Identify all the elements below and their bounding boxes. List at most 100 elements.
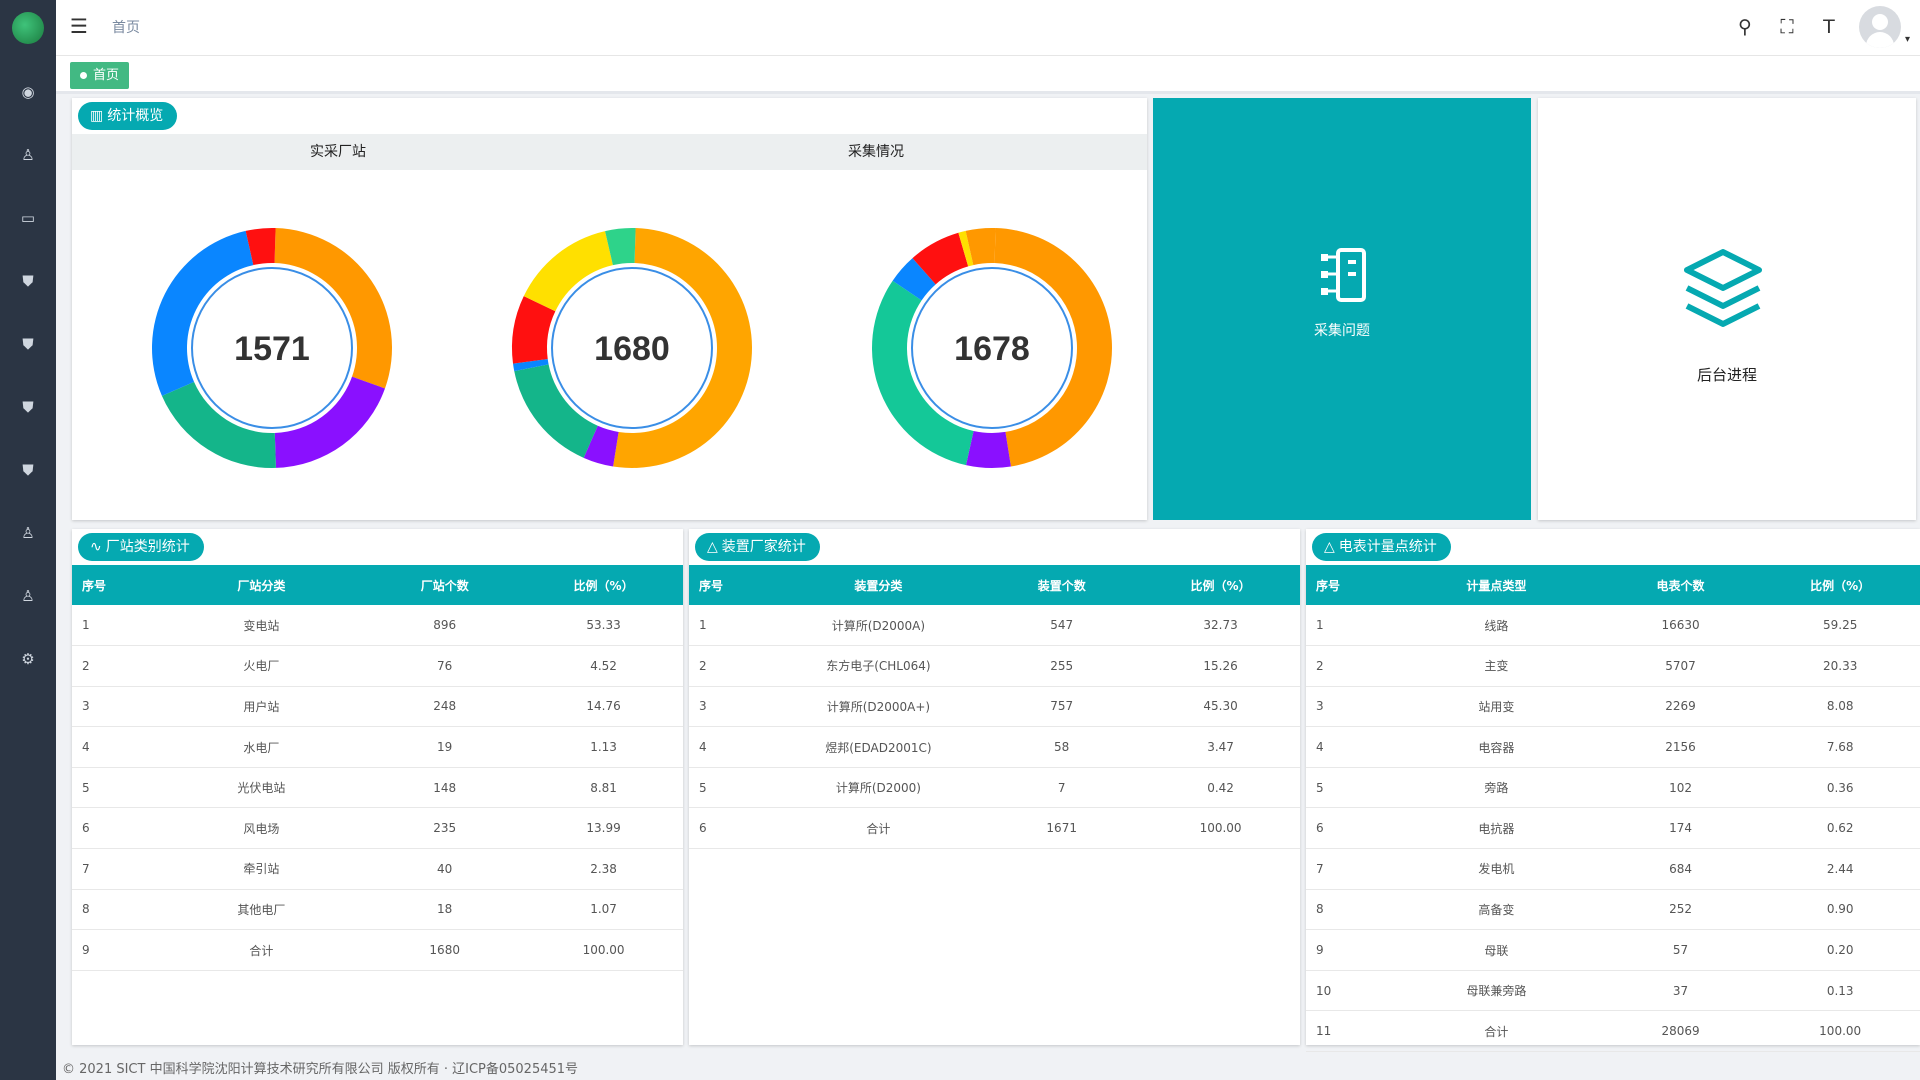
user-icon[interactable]: ♙ xyxy=(21,145,35,164)
table-cell: 8.81 xyxy=(590,780,617,795)
column-header: 厂站分类 xyxy=(237,578,286,593)
shield-icon[interactable]: ⛊ xyxy=(22,271,34,290)
table-row: 3 用户站 248 14.76 xyxy=(72,686,683,727)
table-cell: 16630 xyxy=(1661,618,1700,633)
donut-chart-meters: 1678 xyxy=(872,228,1113,469)
table-cell: 电容器 xyxy=(1478,740,1515,755)
table-cell: 2269 xyxy=(1665,699,1696,714)
table-row: 4 水电厂 19 1.13 xyxy=(72,727,683,768)
table-cell: 102 xyxy=(1669,780,1692,795)
table-cell: 3 xyxy=(82,699,90,714)
station-table-wrap: 序号 厂站分类 厂站个数 比例（%） 1 变电站 896 53.33 2 火电厂 76 4.52 3 用户… xyxy=(72,565,683,971)
table-cell: 东方电子(CHL064) xyxy=(826,659,931,674)
overview-title-label: 统计概览 xyxy=(107,108,164,124)
donut-segment xyxy=(152,230,254,396)
vendor-table-title: △ 装置厂家统计 xyxy=(695,533,820,561)
table-cell: 站用变 xyxy=(1478,699,1515,714)
table-cell: 547 xyxy=(1050,618,1074,633)
meter-table: 序号 计量点类型 电表个数 比例（%） 1 线路 16630 59.25 2 主变 5707 20.3… xyxy=(1306,565,1920,1052)
gear-icon[interactable]: ⚙ xyxy=(21,649,35,668)
dashboard-icon[interactable]: ◉ xyxy=(21,82,35,101)
header-tools: ⚲ ⛶ T ▾ xyxy=(1733,6,1910,48)
chevron-down-icon[interactable]: ▾ xyxy=(1904,33,1910,45)
shield-icon[interactable]: ⛊ xyxy=(22,397,34,416)
collect-issue-tile[interactable]: 采集问题 xyxy=(1153,98,1531,520)
table-cell: 1.13 xyxy=(590,740,617,755)
table-cell: 255 xyxy=(1050,658,1074,673)
table-cell: 4 xyxy=(82,740,90,755)
table-row: 9 合计 1680 100.00 xyxy=(72,930,683,971)
logo xyxy=(0,0,56,56)
table-row: 5 计算所(D2000) 7 0.42 xyxy=(689,767,1300,808)
overview-title: ▥ 统计概览 xyxy=(78,102,178,130)
column-header: 序号 xyxy=(1316,578,1341,593)
table-cell: 174 xyxy=(1669,821,1692,836)
table-header-row: 序号 计量点类型 电表个数 比例（%） xyxy=(1306,565,1920,605)
table-cell: 火电厂 xyxy=(243,659,280,674)
breadcrumb[interactable]: 首页 xyxy=(112,20,140,36)
table-cell: 煜邦(EDAD2001C) xyxy=(825,740,932,755)
table-cell: 32.73 xyxy=(1203,618,1238,633)
table-cell: 0.13 xyxy=(1826,983,1854,998)
donut-segment xyxy=(161,381,276,468)
avatar[interactable] xyxy=(1858,6,1901,48)
tab-home[interactable]: 首页 xyxy=(70,62,130,89)
font-size-icon[interactable]: T xyxy=(1823,16,1835,38)
table-row: 7 牵引站 40 2.38 xyxy=(72,849,683,890)
table-cell: 57 xyxy=(1672,943,1689,958)
donut-segment xyxy=(274,228,393,389)
table-cell: 100.00 xyxy=(582,943,625,958)
donut-segment xyxy=(965,430,1011,469)
table-cell: 4 xyxy=(699,740,707,755)
table-cell: 0.20 xyxy=(1826,943,1854,958)
table-cell: 6 xyxy=(82,821,90,836)
menu-toggle-icon[interactable]: ☰ xyxy=(70,14,88,38)
table-cell: 2156 xyxy=(1665,740,1696,755)
station-table: 序号 厂站分类 厂站个数 比例（%） 1 变电站 896 53.33 2 火电厂 76 4.52 3 用户… xyxy=(72,565,683,971)
table-cell: 40 xyxy=(437,861,453,876)
user-icon[interactable]: ♙ xyxy=(21,523,35,542)
column-header: 计量点类型 xyxy=(1466,578,1527,593)
table-cell: 3 xyxy=(699,699,707,714)
shield-icon[interactable]: ⛊ xyxy=(22,460,34,479)
table-cell: 电抗器 xyxy=(1478,821,1515,836)
table-cell: 线路 xyxy=(1484,618,1509,633)
table-row: 9 母联 57 0.20 xyxy=(1306,930,1920,971)
donut-inner-ring xyxy=(911,267,1073,429)
donut-segment xyxy=(512,296,556,364)
table-cell: 18 xyxy=(437,902,453,917)
table-cell: 7 xyxy=(82,861,90,876)
overview-subhead: 实采厂站 采集情况 xyxy=(72,134,1147,170)
collect-issue-label: 采集问题 xyxy=(1314,323,1370,339)
fullscreen-icon[interactable]: ⛶ xyxy=(1780,16,1794,38)
search-icon[interactable]: ⚲ xyxy=(1738,16,1752,38)
table-cell: 9 xyxy=(82,943,90,958)
donut-segment xyxy=(605,228,636,266)
table-cell: 45.30 xyxy=(1203,699,1238,714)
table-cell: 5 xyxy=(82,780,90,795)
table-cell: 合计 xyxy=(249,943,274,958)
table-cell: 牵引站 xyxy=(243,862,280,877)
table-cell: 7 xyxy=(1316,861,1324,876)
donut-segment xyxy=(274,376,385,468)
table-cell: 9 xyxy=(1316,943,1324,958)
shield-icon[interactable]: ⛊ xyxy=(22,334,34,353)
table-cell: 3 xyxy=(1316,699,1324,714)
table-cell: 4.52 xyxy=(590,658,617,673)
table-cell: 100.00 xyxy=(1819,1024,1862,1039)
donut-segment xyxy=(872,280,974,466)
table-cell: 19 xyxy=(437,740,453,755)
donut-center-value: 1571 xyxy=(234,330,310,368)
vendor-table-title-label: 装置厂家统计 xyxy=(721,539,806,555)
topbar: ☰ 首页 ⚲ ⛶ T ▾ xyxy=(56,0,1920,56)
donut-segment xyxy=(523,231,613,312)
column-header: 比例（%） xyxy=(1190,578,1251,593)
user-icon[interactable]: ♙ xyxy=(21,586,35,605)
monitor-icon[interactable]: ▭ xyxy=(20,208,36,227)
table-cell: 757 xyxy=(1050,699,1074,714)
meter-table-wrap: 序号 计量点类型 电表个数 比例（%） 1 线路 16630 59.25 2 主变 5707 20.3… xyxy=(1306,565,1920,1052)
donut-segment xyxy=(958,230,974,267)
donut-chart-collection: 1680 xyxy=(512,228,752,468)
backend-process-tile[interactable]: 后台进程 xyxy=(1538,98,1916,520)
tab-bar: 首页 xyxy=(56,56,1920,94)
